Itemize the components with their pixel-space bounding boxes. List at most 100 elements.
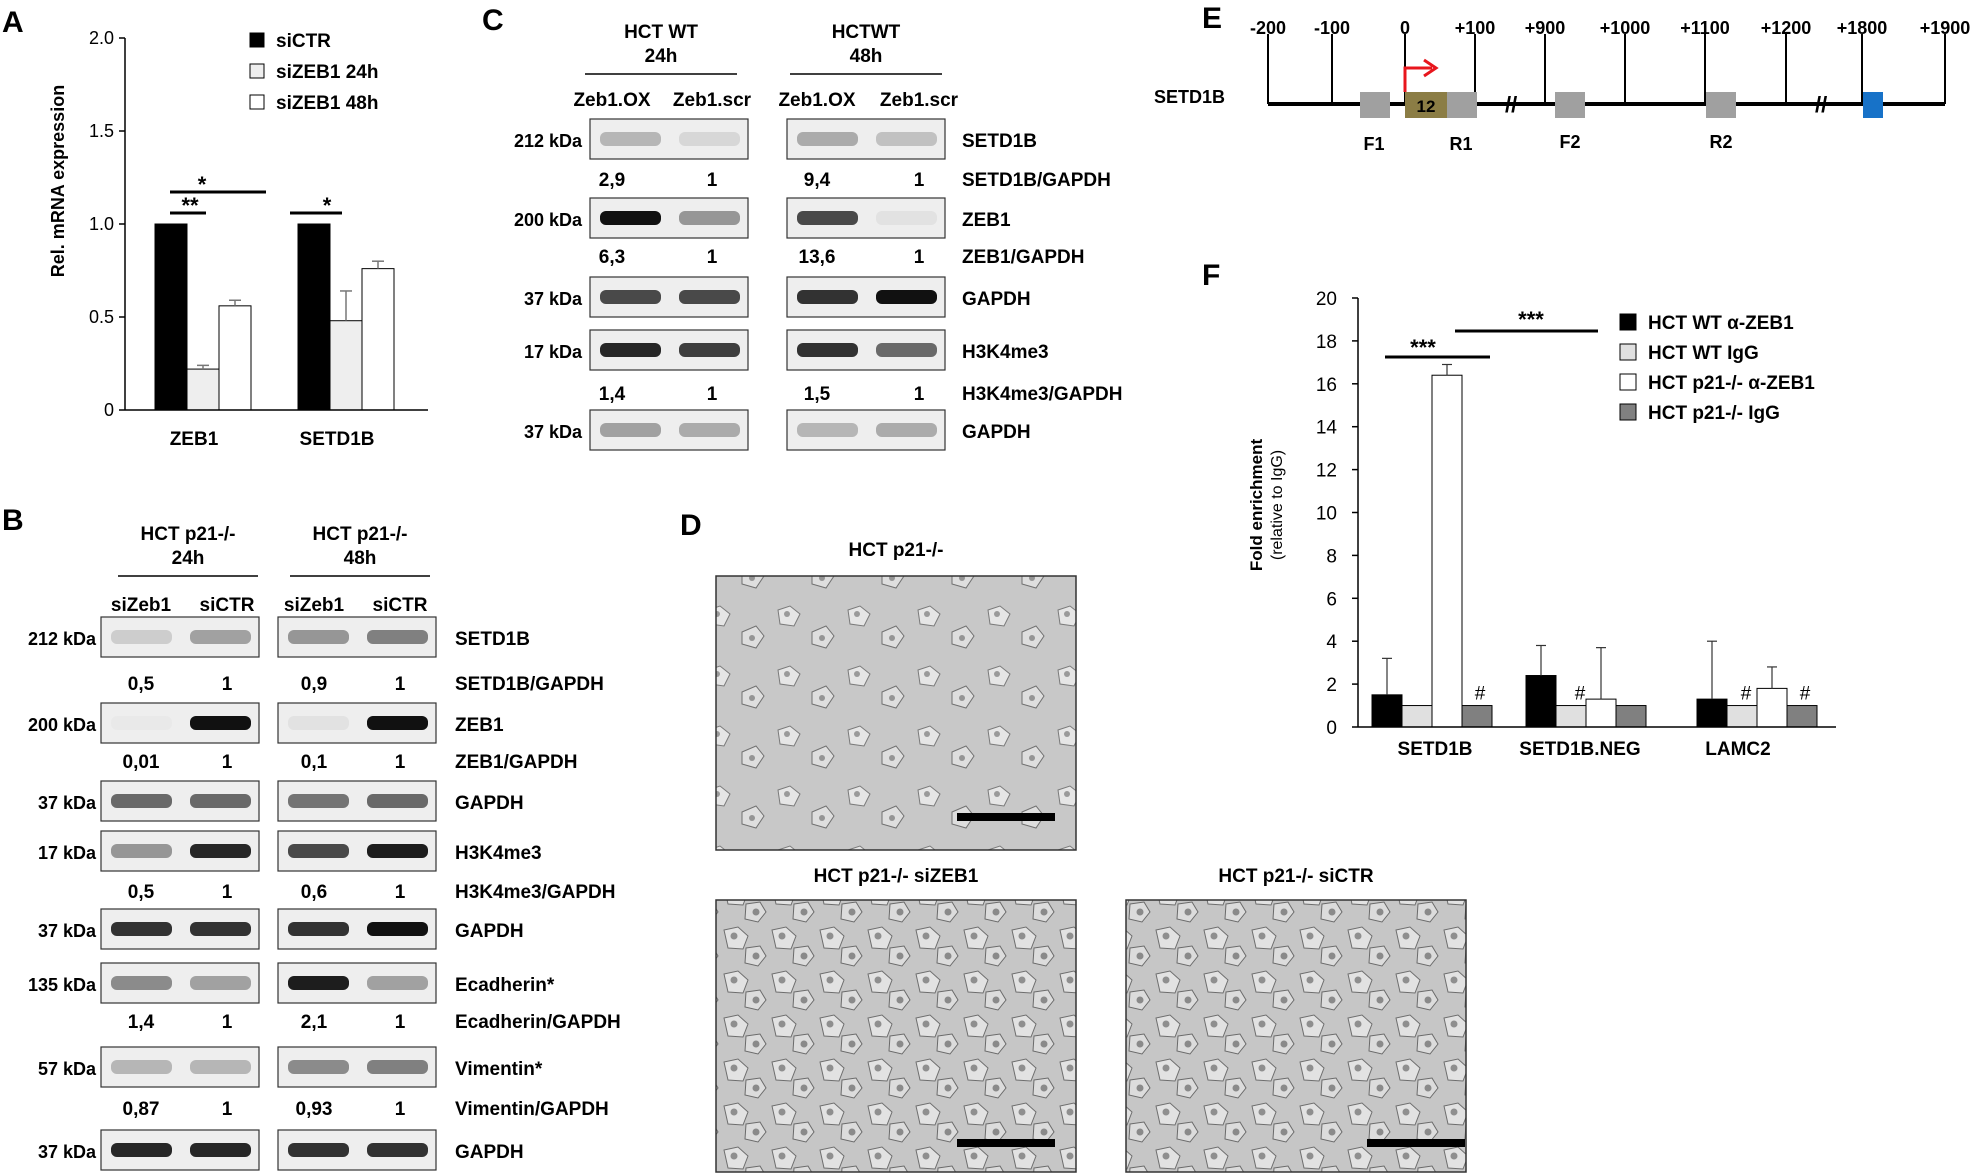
ratio-value: 1 (222, 674, 233, 695)
blot-band (797, 132, 858, 146)
ratio-value: 9,4 (804, 170, 831, 191)
position-label: +900 (1525, 18, 1566, 38)
position-scale: -200 -100 0 +100 +900 +1000 +1100 +1200 +1800 +19… (1250, 18, 1970, 104)
condition-label: 24h (172, 548, 205, 569)
protein-label: ZEB1 (962, 210, 1011, 231)
primer-box (1360, 92, 1390, 118)
ratio-label: H3K4me3/GAPDH (455, 882, 616, 903)
ratio-value: 1,4 (128, 1012, 155, 1033)
panel-d: D HCT p21-/- HCT p21-/- siZEB1 HCT p21-/… (680, 509, 1467, 1173)
tss-arrow-icon (1403, 66, 1432, 92)
ratio-value: 1 (914, 170, 925, 191)
bar (1786, 705, 1818, 728)
blot-band (190, 976, 251, 990)
condition-label: 48h (850, 46, 883, 67)
protein-label: GAPDH (962, 422, 1031, 443)
position-label: 0 (1400, 18, 1410, 38)
mw-label: 37 kDa (38, 1142, 97, 1162)
legend-swatch (1619, 373, 1637, 391)
scale-bar (957, 1139, 1055, 1147)
blot-band (111, 844, 172, 858)
y-tick-label: 1.5 (89, 121, 114, 141)
legend-swatch (1619, 313, 1637, 331)
protein-label: Ecadherin* (455, 975, 555, 996)
lane-label: siZeb1 (111, 595, 172, 616)
ratio-value: 0,87 (123, 1099, 160, 1120)
ratio-label: SETD1B/GAPDH (962, 170, 1111, 191)
scale-bar (957, 813, 1055, 821)
lane-label: Zeb1.scr (880, 90, 959, 111)
ratio-value: 0,01 (123, 752, 160, 773)
western-blot-b: HCT p21-/- 24h HCT p21-/- 48h siZeb1 siCTR siZ… (28, 524, 621, 1171)
y-tick-label: 20 (1316, 289, 1337, 310)
mw-label: 17 kDa (524, 342, 583, 362)
group-label: LAMC2 (1705, 739, 1770, 760)
lane-label: Zeb1.OX (573, 90, 650, 111)
blot-band (367, 1060, 428, 1074)
blot-band (288, 844, 349, 858)
legend-label: siZEB1 48h (276, 93, 378, 114)
blot-band (797, 211, 858, 225)
blot-band (111, 976, 172, 990)
significance-hash: # (1741, 684, 1752, 705)
ratio-value: 0,5 (128, 674, 155, 695)
promoter-box (1405, 92, 1447, 118)
blot-strip (589, 118, 749, 160)
y-tick-label: 6 (1326, 589, 1337, 610)
ratio-label: Vimentin/GAPDH (455, 1099, 609, 1120)
ratio-value: 1 (222, 752, 233, 773)
blot-band (190, 716, 251, 730)
bar (1431, 374, 1463, 728)
position-label: +1000 (1600, 18, 1651, 38)
ratio-value: 1 (395, 752, 406, 773)
blot-strip (786, 118, 946, 160)
legend-label: HCT p21-/- IgG (1648, 403, 1780, 424)
mw-label: 17 kDa (38, 843, 97, 863)
condition-label: HCT p21-/- (141, 524, 236, 545)
blot-band (288, 794, 349, 808)
ratio-value: 1 (914, 384, 925, 405)
blot-band (679, 290, 740, 304)
blot-band (367, 976, 428, 990)
ratio-label: ZEB1/GAPDH (962, 247, 1084, 268)
legend-swatch (249, 94, 265, 110)
y-tick-label: 0 (104, 400, 114, 420)
micrograph-image (715, 899, 1077, 1173)
legend-label: HCT p21-/- α-ZEB1 (1648, 373, 1815, 394)
ratio-value: 1 (222, 882, 233, 903)
ratio-label: H3K4me3/GAPDH (962, 384, 1123, 405)
ratio-value: 1 (707, 170, 718, 191)
protein-label: ZEB1 (455, 715, 504, 736)
panel-b-letter: B (2, 504, 24, 537)
protein-label: GAPDH (455, 793, 524, 814)
panel-a-letter: A (2, 6, 24, 39)
blot-band (679, 423, 740, 437)
mw-label: 212 kDa (514, 131, 583, 151)
y-tick-label: 0.5 (89, 307, 114, 327)
significance-marker: * (323, 193, 332, 218)
lane-label: siCTR (200, 595, 255, 616)
bars (154, 223, 395, 411)
blot-band (367, 1143, 428, 1157)
significance-marker: *** (1410, 335, 1436, 360)
primer-label: F1 (1363, 134, 1384, 154)
position-label: +1200 (1761, 18, 1812, 38)
ratio-label: SETD1B/GAPDH (455, 674, 604, 695)
blot-band (367, 794, 428, 808)
y-axis-label: Rel. mRNA expression (48, 85, 68, 277)
position-label: +100 (1455, 18, 1496, 38)
blot-band (288, 716, 349, 730)
blot-band (600, 423, 661, 437)
y-tick-label: 18 (1316, 332, 1337, 353)
ratio-label: Ecadherin/GAPDH (455, 1012, 621, 1033)
blot-band (111, 1143, 172, 1157)
blot-band (190, 794, 251, 808)
condition-label: HCTWT (832, 22, 901, 43)
legend-swatch (1619, 403, 1637, 421)
micrograph-title: HCT p21-/- siCTR (1218, 866, 1373, 887)
lane-label: siCTR (373, 595, 428, 616)
group-label: SETD1B.NEG (1519, 739, 1640, 760)
significance-marker: * (198, 172, 207, 197)
ratio-value: 1 (222, 1099, 233, 1120)
